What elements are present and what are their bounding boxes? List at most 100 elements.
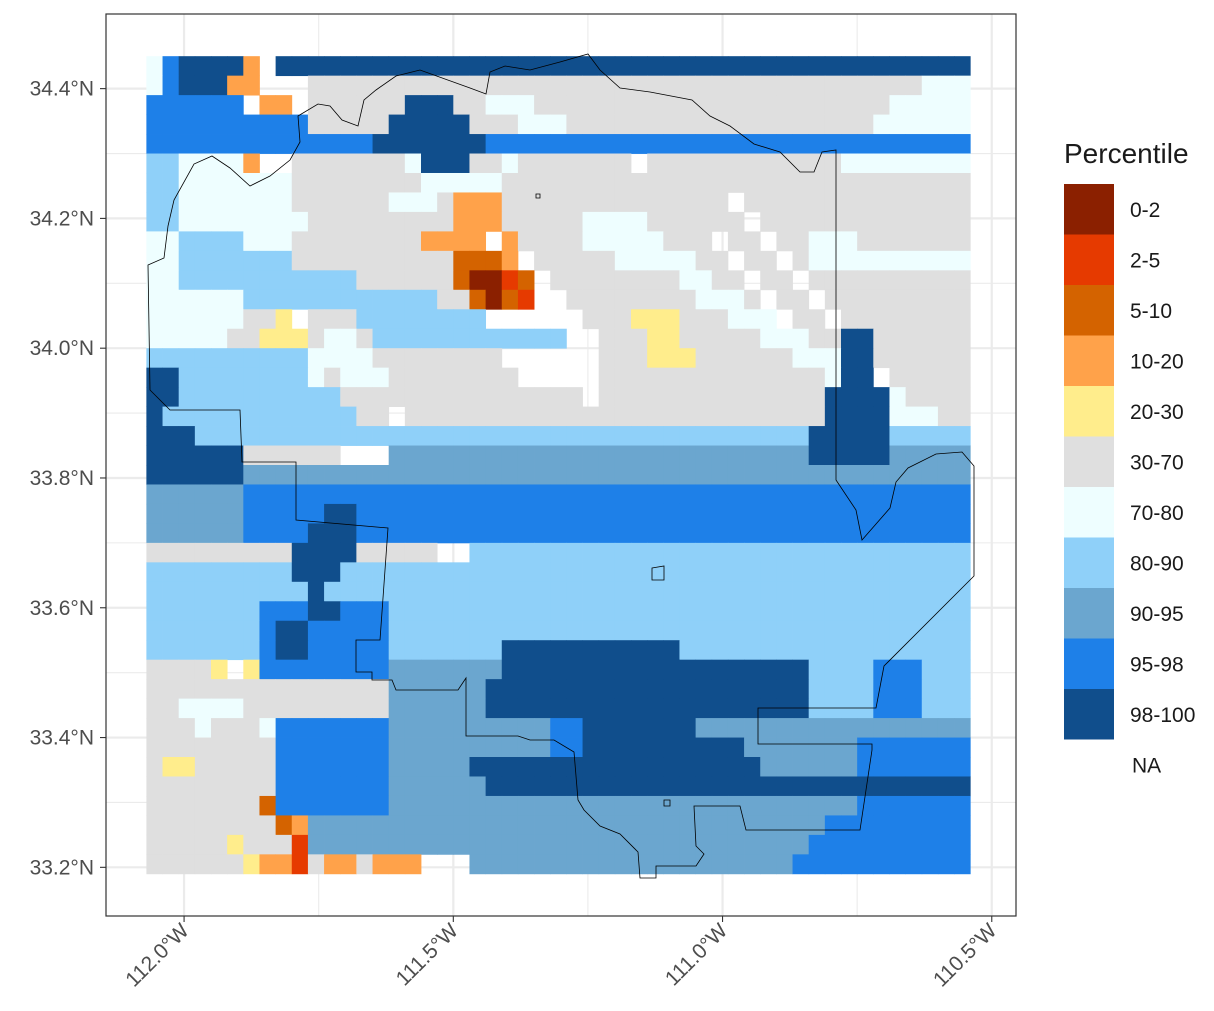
grid-cell [550,698,567,719]
grid-cell [921,776,939,797]
grid-cell [146,640,163,661]
grid-cell [792,795,810,816]
legend-key [1064,689,1114,740]
grid-cell [921,659,939,680]
grid-cell [227,153,244,174]
grid-cell [792,134,810,154]
grid-cell [857,56,874,77]
grid-cell [534,465,551,485]
grid-cell [582,795,600,816]
grid-cell [873,348,890,369]
grid-cell [760,503,777,524]
grid-cell [937,114,955,135]
grid-cell [501,503,519,524]
grid-cell [824,250,842,271]
grid-cell [760,523,777,544]
grid-cell [307,698,325,719]
grid-cell [776,367,793,388]
grid-cell [873,172,890,193]
grid-cell [663,659,680,680]
legend-label: 5-10 [1130,300,1172,323]
grid-cell [275,172,293,193]
grid-cell [259,601,277,622]
grid-cell [598,581,616,602]
grid-cell [291,698,309,719]
grid-cell [905,815,923,836]
grid-cell [954,309,971,330]
grid-cell [324,56,341,77]
grid-cell [146,795,163,816]
grid-cell [324,309,341,330]
grid-cell [598,815,616,836]
grid-cell [372,659,390,680]
grid-cell [550,134,567,154]
grid-cell [485,153,503,174]
grid-cell [598,737,616,758]
grid-cell [275,348,293,369]
grid-cell [485,776,503,797]
grid-cell [259,406,277,427]
grid-cell [954,153,971,174]
grid-cell [162,250,180,271]
grid-cell [760,211,777,232]
grid-cell [841,854,858,875]
grid-cell [275,737,293,758]
grid-cell [340,328,357,349]
grid-cell [566,854,583,875]
grid-cell [582,406,600,427]
grid-cell [275,659,293,680]
grid-cell [501,757,519,777]
grid-cell [162,815,180,836]
grid-cell [647,465,664,485]
grid-cell [307,718,325,738]
grid-cell [243,601,260,622]
grid-cell [905,211,923,232]
grid-cell [421,620,438,641]
grid-cell [517,620,535,641]
grid-cell [647,757,664,777]
grid-cell [663,387,680,407]
grid-cell [259,503,277,524]
grid-cell [453,270,470,291]
grid-cell [841,95,858,115]
grid-cell [808,172,826,193]
grid-cell [194,465,212,485]
grid-cell [404,834,422,855]
grid-cell [727,523,745,544]
grid-cell [275,523,293,544]
grid-cell [727,367,745,388]
grid-cell [760,309,777,330]
grid-cell [792,854,810,875]
grid-cell [582,134,600,154]
grid-cell [760,757,777,777]
grid-cell [857,542,874,563]
grid-cell [517,328,535,349]
grid-cell [679,503,697,524]
grid-cell [388,503,406,524]
grid-cell [194,75,212,96]
grid-cell [824,231,842,252]
grid-cell [453,523,470,544]
grid-cell [808,153,826,174]
grid-cell [162,737,180,758]
grid-cell [921,698,939,719]
grid-cell [808,503,826,524]
grid-cell [954,503,971,524]
grid-cell [453,426,470,446]
grid-cell [873,328,890,349]
grid-cell [211,737,228,758]
grid-cell [291,231,309,252]
grid-cell [566,503,583,524]
grid-cell [356,620,373,641]
grid-cell [566,426,583,446]
grid-cell [889,795,907,816]
grid-cell [921,289,939,310]
grid-cell [501,172,519,193]
grid-cell [598,679,616,700]
grid-cell [517,465,535,485]
grid-cell [340,815,357,836]
grid-cell [824,348,842,369]
grid-cell [582,620,600,641]
grid-cell [631,484,648,505]
grid-cell [307,640,325,661]
